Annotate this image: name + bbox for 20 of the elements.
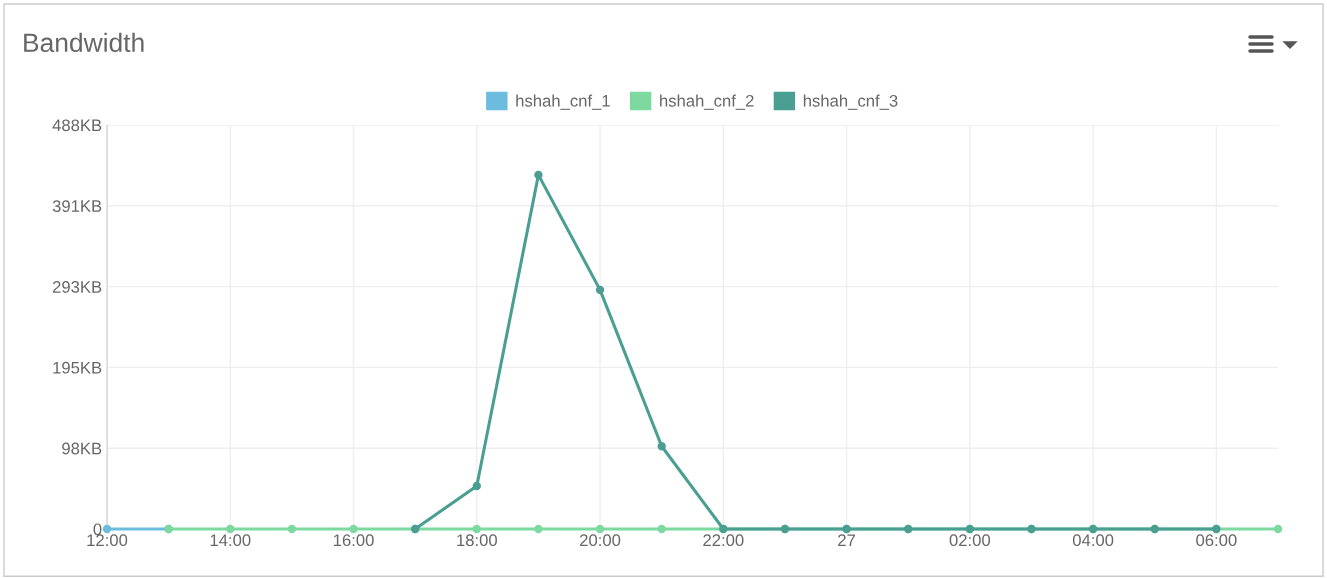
x-tick-label: 27: [838, 534, 856, 546]
y-tick-label: 293KB: [52, 281, 102, 293]
y-tick-label: 195KB: [53, 361, 102, 374]
x-tick-label: 22:00: [703, 534, 744, 547]
y-tick-label: 488KB: [52, 119, 102, 132]
x-tick-label: 20:00: [580, 534, 621, 547]
y-tick-label: 391KB: [52, 200, 102, 212]
x-tick-label: 04:00: [1072, 534, 1114, 547]
y-tick-label: 98KB: [62, 442, 102, 455]
legend-label: hshah_cnf_2: [660, 94, 754, 110]
legend-label: hshah_cnf_3: [803, 94, 898, 110]
x-tick-label: 16:00: [333, 534, 374, 547]
x-tick-label: 14:00: [210, 534, 251, 547]
x-tick-label: 12:00: [87, 534, 128, 547]
y-tick-label: 0: [93, 523, 102, 536]
x-tick-label: 06:00: [1196, 534, 1237, 547]
x-tick-label: 18:00: [457, 534, 497, 547]
chart-title: Bandwidth: [24, 32, 144, 53]
x-tick-label: 02:00: [949, 534, 991, 547]
legend-label: hshah_cnf_1: [516, 94, 610, 110]
